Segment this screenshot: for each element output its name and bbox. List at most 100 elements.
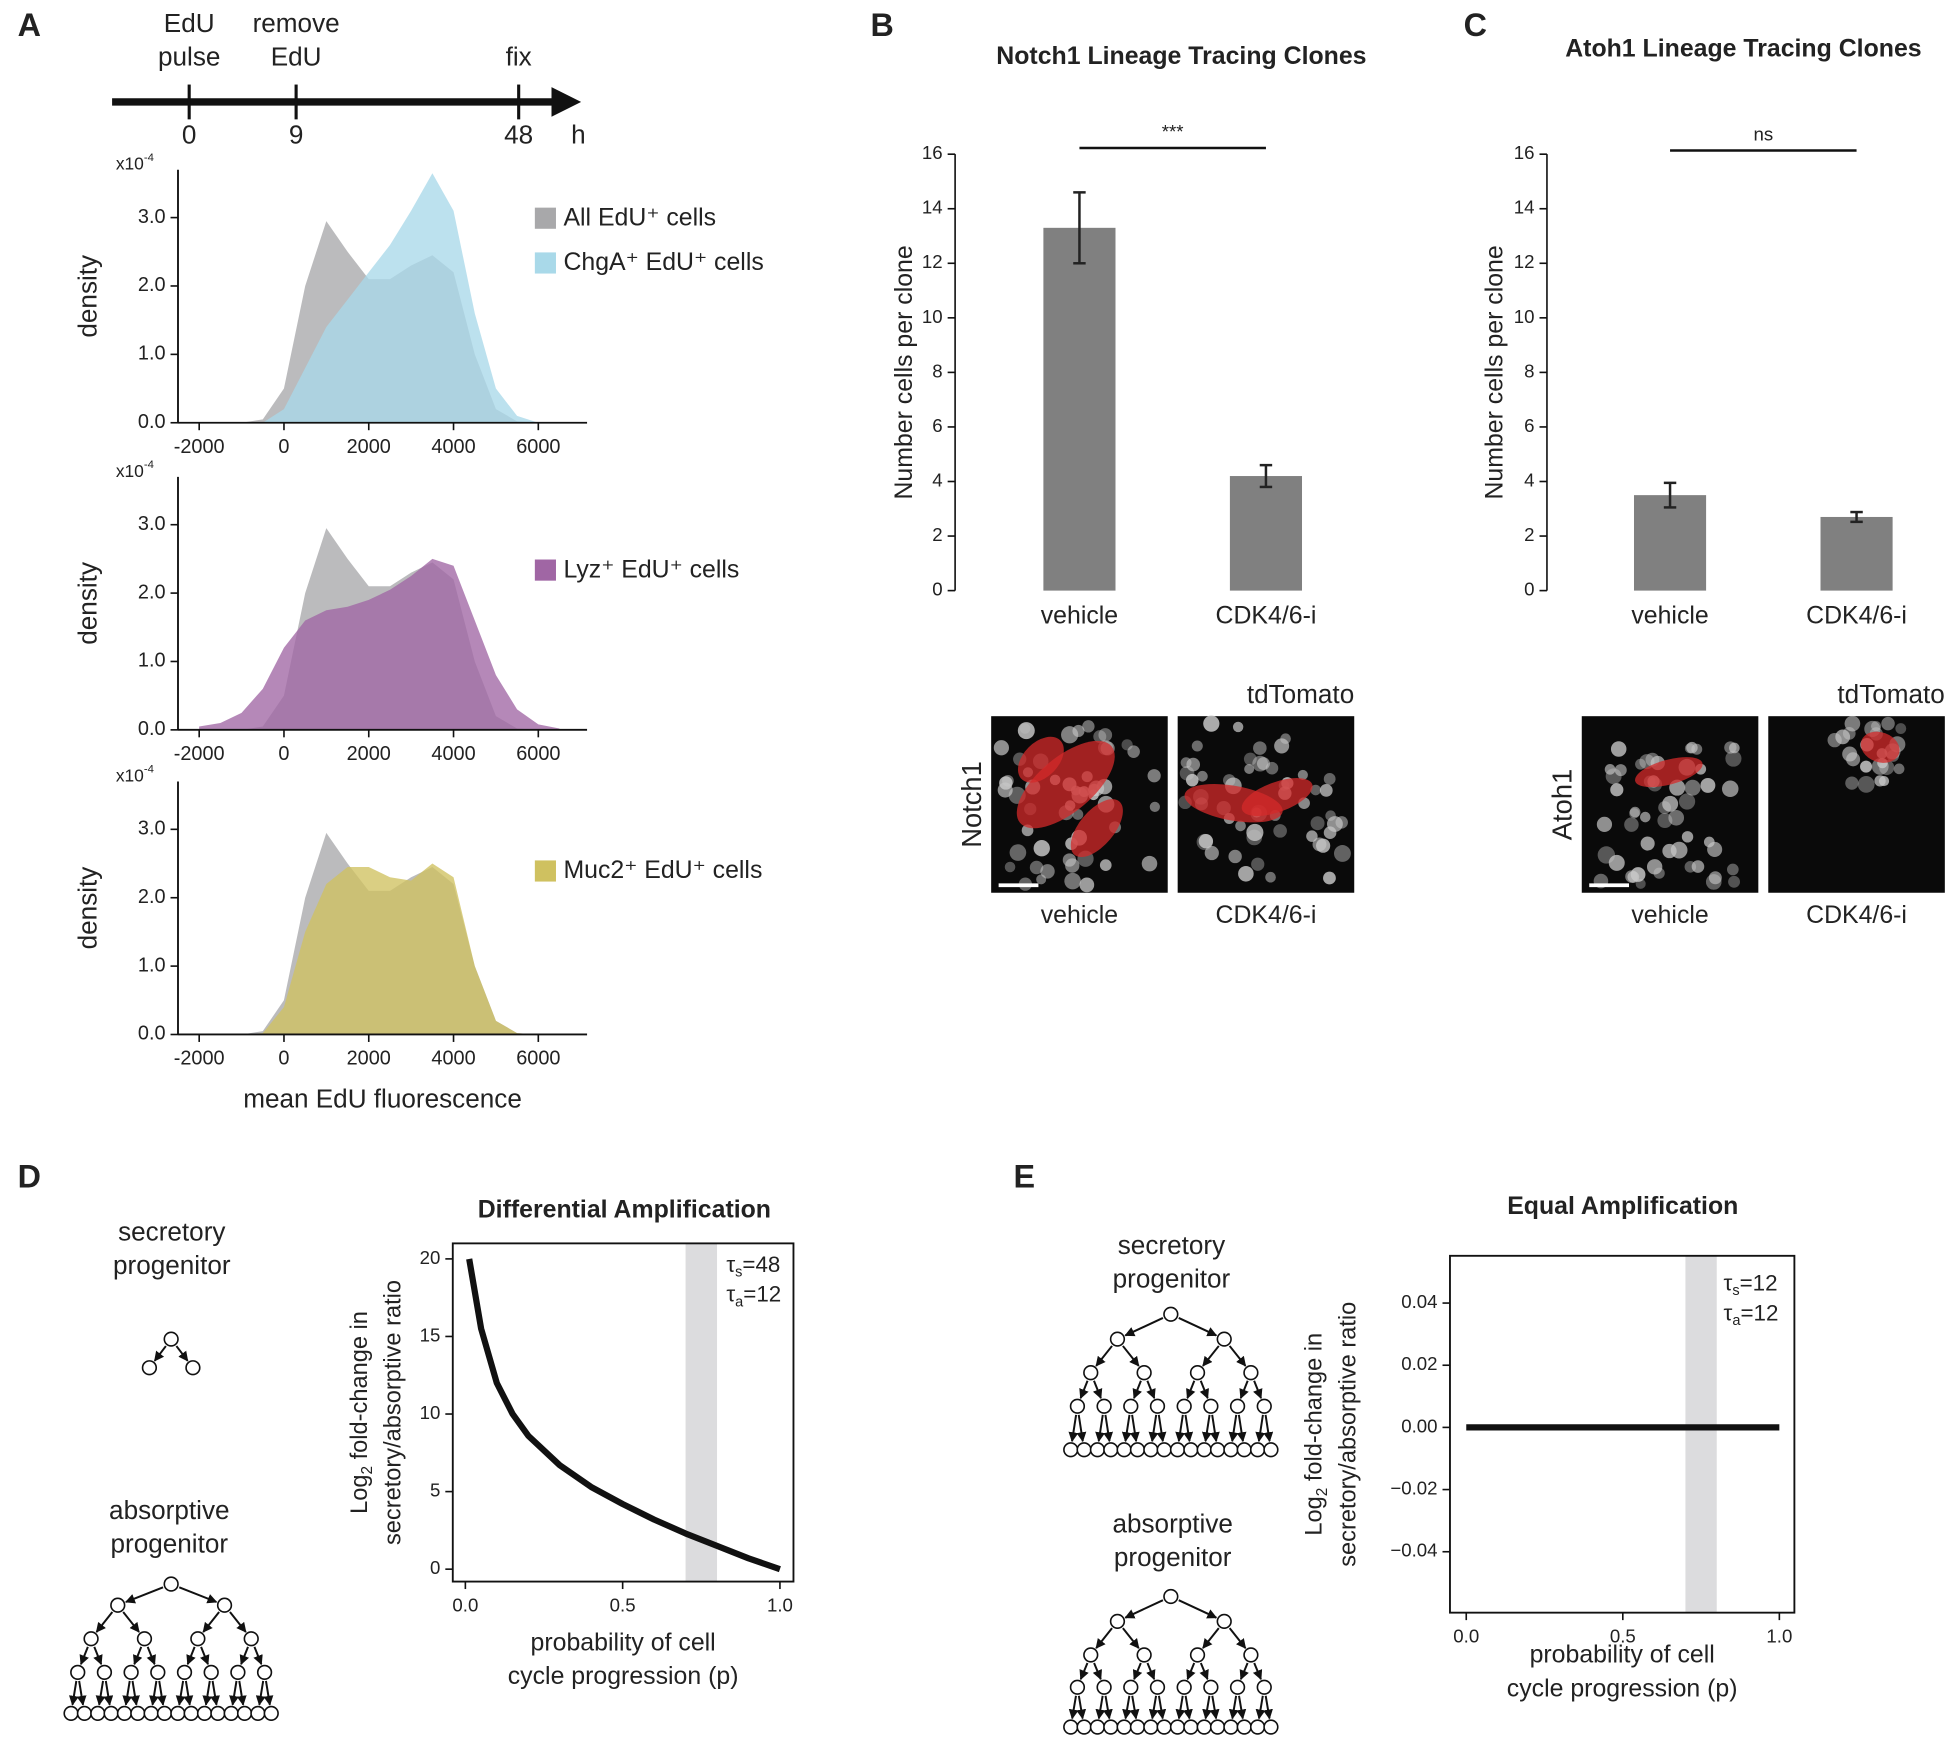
progenitor-label: secretory	[1118, 1230, 1225, 1260]
cell-node	[76, 1705, 93, 1722]
x-tick-label: -2000	[174, 436, 225, 458]
cell-node	[1109, 1331, 1126, 1347]
y-tick-label: 10	[922, 306, 943, 327]
nucleus	[1274, 738, 1290, 754]
shaded-span	[685, 1243, 718, 1582]
lineage-arrow	[1199, 1380, 1209, 1400]
text-part: Log	[1302, 1496, 1328, 1535]
nucleus	[1646, 859, 1663, 875]
y-tick-label: 0	[932, 579, 942, 600]
lineage-arrow	[130, 1680, 140, 1706]
bar	[1633, 495, 1707, 591]
annotation: τs=48	[726, 1252, 780, 1281]
nucleus	[1684, 779, 1701, 796]
nucleus	[993, 740, 1009, 756]
y-tick-label: 1.0	[138, 343, 166, 365]
text-part: τ	[726, 1252, 735, 1277]
nucleus	[1204, 845, 1219, 861]
nucleus	[1335, 816, 1348, 829]
progenitor-label: progenitor	[1113, 1264, 1231, 1294]
cell-node	[1263, 1719, 1279, 1735]
annotation: τs=12	[1724, 1270, 1778, 1299]
lineage-arrow	[1148, 1695, 1159, 1720]
progenitor-label: progenitor	[113, 1250, 231, 1280]
nucleus	[1333, 845, 1351, 862]
cell-node	[230, 1664, 246, 1680]
text-part: -4	[144, 459, 154, 471]
nucleus	[1009, 844, 1027, 861]
cell-node	[1143, 1719, 1159, 1735]
text-part: -4	[144, 152, 154, 164]
cell-node	[1069, 1398, 1086, 1414]
lineage-arrow	[1186, 1380, 1196, 1400]
cell-node	[1183, 1719, 1199, 1735]
nucleus	[1256, 757, 1270, 771]
cell-node	[1069, 1679, 1086, 1695]
nucleus	[1232, 721, 1244, 733]
lineage-arrow	[1068, 1414, 1079, 1443]
marker-label: Notch1	[956, 761, 987, 848]
nucleus	[1691, 860, 1705, 873]
text-part: a	[1732, 1313, 1741, 1329]
cell-node	[1263, 1442, 1279, 1458]
cell-node	[1196, 1719, 1212, 1735]
line	[466, 1258, 781, 1573]
lineage-arrow	[1122, 1695, 1132, 1720]
nucleus	[1079, 877, 1095, 893]
y-tick-label: 5	[430, 1480, 440, 1501]
cell-node	[63, 1705, 79, 1722]
x-tick-label: vehicle	[1631, 601, 1708, 629]
cell-node	[1243, 1365, 1259, 1381]
y-tick-label: 12	[1514, 251, 1535, 272]
cell-node	[210, 1705, 226, 1722]
nucleus	[1203, 715, 1220, 732]
cell-node	[1156, 1442, 1172, 1458]
nucleus	[1860, 760, 1873, 773]
y-tick-label: 10	[1514, 306, 1535, 327]
nucleus	[1197, 770, 1208, 782]
lineage-arrow	[146, 1646, 156, 1666]
nucleus	[1881, 716, 1895, 731]
nucleus	[1605, 768, 1622, 785]
cell-node	[243, 1631, 259, 1647]
cell-node	[110, 1597, 126, 1613]
y-tick-label: 12	[922, 251, 943, 272]
y-tick-label: 1.0	[138, 954, 166, 976]
nucleus	[1149, 801, 1160, 812]
nucleus	[1725, 750, 1742, 767]
x-axis-label: mean EdU fluorescence	[243, 1083, 522, 1113]
nucleus	[1670, 841, 1688, 859]
x-tick-label: 1.0	[767, 1594, 793, 1615]
text-part: 2	[359, 1466, 376, 1475]
text-part: Log	[347, 1474, 373, 1513]
lineage-arrow	[1228, 1414, 1239, 1443]
micrograph-caption: vehicle	[1631, 901, 1708, 929]
y-tick-label: 3.0	[138, 206, 166, 228]
cell-node	[236, 1705, 253, 1722]
x-axis-label: probability of cell	[1530, 1641, 1715, 1669]
y-tick-label: 0.0	[138, 718, 166, 740]
cell-node	[1183, 1442, 1199, 1458]
text-part: =12	[743, 1282, 781, 1307]
nucleus	[1635, 758, 1646, 770]
cell-node	[1063, 1719, 1079, 1735]
x-axis-label: probability of cell	[531, 1628, 716, 1656]
cell-node	[163, 1576, 179, 1592]
cell-node	[1116, 1442, 1132, 1458]
lineage-arrow	[103, 1680, 114, 1706]
lineage-arrow	[93, 1646, 103, 1666]
lineage-arrow	[1076, 1695, 1087, 1720]
cell-node	[141, 1360, 158, 1376]
nucleus	[1265, 761, 1279, 775]
cell-node	[1223, 1442, 1239, 1458]
progenitor-label: progenitor	[1114, 1542, 1232, 1572]
nucleus	[1033, 840, 1050, 857]
cell-node	[1123, 1398, 1139, 1414]
cell-node	[1203, 1679, 1219, 1695]
x-tick-label: 4000	[431, 436, 475, 458]
marker-label: Atoh1	[1547, 769, 1578, 840]
text-part: τ	[1724, 1300, 1733, 1325]
nucleus	[1878, 775, 1890, 787]
x-tick-label: 0.0	[1453, 1625, 1479, 1646]
lineage-arrow	[1255, 1695, 1266, 1720]
